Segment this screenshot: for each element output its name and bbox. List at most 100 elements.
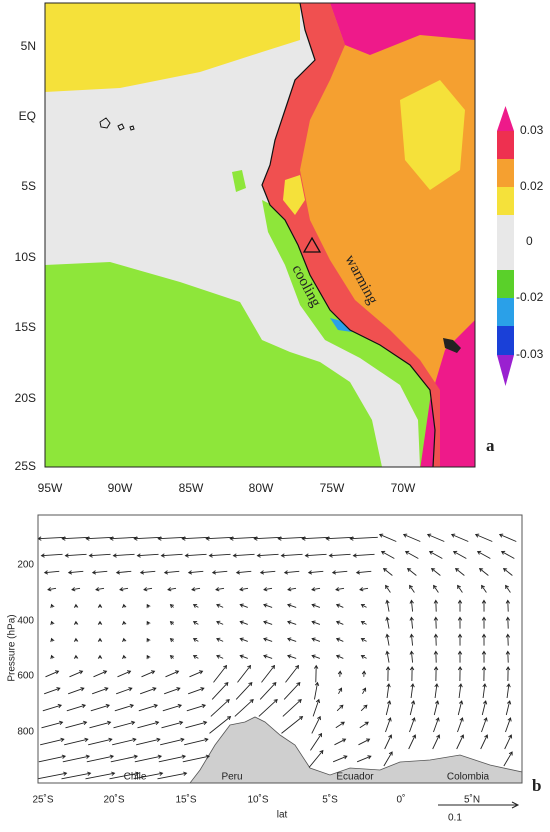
wind-vector (162, 703, 183, 712)
wind-vector (286, 637, 297, 642)
site-marker (302, 236, 322, 253)
x-axis-title: lat (277, 810, 288, 821)
x-tick-label: 5˚N (464, 794, 480, 806)
wind-vector (234, 699, 254, 717)
cool-strip (262, 200, 438, 467)
wind-vector (385, 584, 391, 593)
wind-vector (160, 737, 185, 746)
plot-frame (37, 514, 523, 784)
wind-vector (332, 755, 348, 763)
colorbar: 0.03 0.02 0 -0.02 -0.03 (497, 106, 544, 386)
coastal-warming (262, 3, 440, 467)
wind-vector (50, 654, 55, 660)
lake (443, 338, 461, 353)
wind-vector (209, 716, 232, 734)
country-label: Chile (124, 772, 147, 783)
wind-vector (385, 666, 391, 682)
wind-vector (283, 570, 300, 575)
wind-vector (40, 737, 65, 746)
wind-vector (37, 771, 68, 780)
wind-vector (359, 721, 369, 729)
wind-vector (338, 687, 343, 695)
wind-field (37, 533, 517, 780)
colorbar-label: -0.03 (516, 347, 544, 361)
wind-vector (192, 655, 199, 659)
wind-vector (50, 603, 55, 609)
wind-vector (160, 553, 183, 558)
wind-vector (50, 620, 55, 626)
x-tick-label: 15˚S (175, 794, 196, 806)
y-tick-label: 800 (17, 727, 34, 738)
wind-vector (308, 749, 324, 768)
wind-vector (259, 570, 276, 575)
wind-vector (287, 587, 297, 592)
wind-vector (191, 587, 201, 592)
wind-vector (360, 655, 367, 659)
wind-vector (450, 533, 469, 542)
wind-vector (163, 570, 180, 575)
wind-vector (307, 570, 324, 575)
wind-vector (505, 616, 511, 629)
wind-vector (360, 604, 367, 608)
wind-vector (311, 587, 321, 592)
x-tick-label: 25˚S (32, 794, 53, 806)
wind-vector (258, 699, 278, 717)
strong-cooling (330, 318, 352, 332)
wind-vector (215, 587, 225, 592)
x-tick-label: 5˚S (322, 794, 338, 806)
wind-vector (409, 584, 415, 593)
wind-vector (253, 536, 282, 541)
x-tick-label: 75W (320, 481, 345, 495)
wind-vector (91, 570, 108, 575)
wind-vector (216, 620, 224, 625)
wind-vector (232, 553, 255, 558)
wind-vector (97, 637, 103, 642)
wind-vector (68, 687, 85, 695)
colorbar-cap (497, 355, 514, 386)
wind-vector (184, 553, 207, 558)
wind-vector (235, 681, 253, 700)
wind-vector (61, 536, 90, 541)
wind-vector (385, 599, 390, 612)
wind-vector (261, 664, 276, 683)
wind-vector (335, 620, 344, 625)
wind-vector (62, 754, 91, 763)
wind-vector (409, 599, 414, 612)
wind-vector (301, 536, 330, 541)
wind-vector (505, 633, 511, 646)
wind-vector (404, 550, 419, 559)
wind-vector (457, 700, 464, 716)
wind-vector (480, 734, 489, 750)
wind-vector (433, 666, 439, 682)
wind-vector (263, 654, 273, 659)
wind-vector (409, 616, 414, 629)
wind-vector (335, 654, 344, 659)
wind-vector (192, 604, 199, 608)
wind-vector (478, 567, 489, 576)
wind-vector (349, 536, 378, 541)
colorbar-swatch (497, 298, 514, 326)
wind-vector (211, 570, 228, 575)
wind-vector (457, 584, 463, 593)
wind-vector (311, 715, 321, 734)
wind-vector (138, 703, 159, 712)
wind-vector (208, 553, 231, 558)
warm-area (45, 3, 300, 92)
colorbar-swatch (497, 187, 514, 215)
warm-patch (283, 175, 305, 215)
wind-vector (360, 621, 367, 625)
wind-vector (122, 603, 127, 609)
wind-vector (64, 737, 89, 746)
islands (99, 117, 135, 131)
wind-vector (503, 751, 513, 767)
wind-vector (385, 616, 390, 629)
colorbar-label: -0.02 (516, 290, 544, 304)
wind-vector (505, 717, 512, 733)
wind-vector (122, 620, 127, 626)
wind-vector (237, 664, 252, 683)
colorbar-swatch (497, 159, 514, 187)
wind-vector (314, 681, 320, 700)
wind-vector (73, 637, 79, 642)
colorbar-swatch (497, 326, 514, 355)
wind-vector (406, 567, 417, 576)
